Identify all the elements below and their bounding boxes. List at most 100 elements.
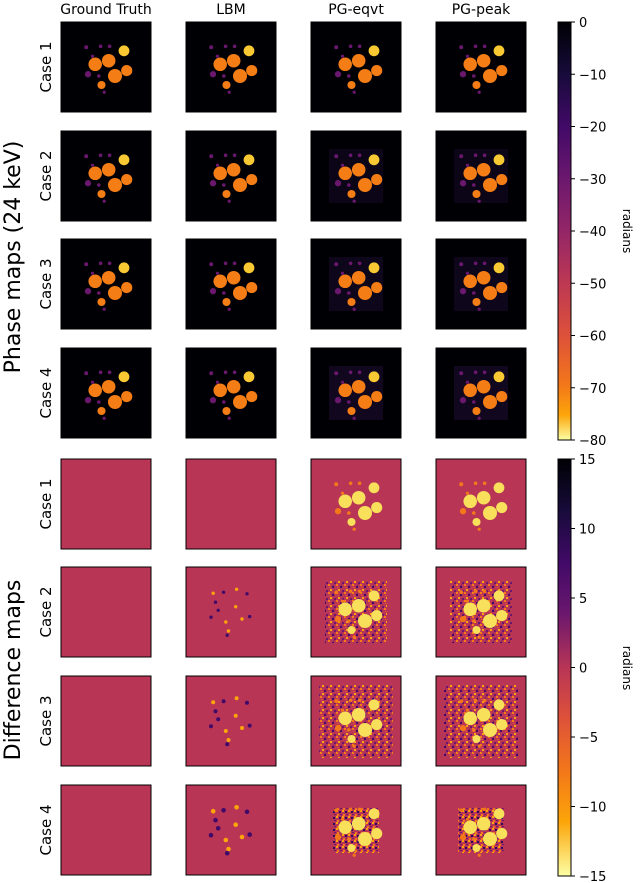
sphere-mark bbox=[102, 307, 106, 311]
sphere-mark bbox=[496, 282, 508, 294]
sphere-mark bbox=[213, 166, 227, 181]
phase-map-panel bbox=[310, 21, 402, 113]
artefact-mark bbox=[213, 817, 218, 823]
panel-frame bbox=[185, 347, 277, 439]
sphere-mark bbox=[338, 602, 352, 617]
sphere-mark bbox=[90, 54, 95, 58]
sphere-mark bbox=[459, 288, 467, 295]
sphere-mark bbox=[371, 65, 383, 77]
sphere-mark bbox=[246, 65, 258, 77]
sphere-mark bbox=[463, 383, 477, 398]
sphere-mark bbox=[482, 394, 498, 410]
colorbar-tick-label: 0 bbox=[579, 16, 587, 31]
artefact-mark bbox=[248, 614, 252, 619]
panel-frame bbox=[185, 458, 277, 550]
sphere-mark bbox=[459, 262, 464, 267]
sphere-mark bbox=[463, 57, 477, 72]
sphere-mark bbox=[357, 831, 373, 847]
sphere-mark bbox=[84, 45, 89, 50]
sphere-mark bbox=[473, 153, 478, 158]
sphere-mark bbox=[357, 481, 362, 486]
sphere-mark bbox=[476, 270, 491, 285]
sphere-mark bbox=[88, 274, 102, 289]
sphere-mark bbox=[465, 380, 470, 384]
sphere-mark bbox=[226, 270, 241, 285]
sphere-mark bbox=[102, 90, 106, 94]
colorbar-phase-label: radians bbox=[620, 209, 634, 253]
sphere-mark bbox=[90, 271, 95, 275]
sphere-mark bbox=[340, 380, 345, 384]
sphere-mark bbox=[107, 153, 112, 158]
sphere-mark bbox=[97, 291, 101, 295]
sphere-mark bbox=[459, 834, 467, 841]
sphere-mark bbox=[215, 54, 220, 58]
difference-map-panel bbox=[435, 566, 527, 658]
sphere-mark bbox=[334, 590, 339, 595]
sphere-mark bbox=[84, 180, 92, 187]
panel-frame bbox=[60, 458, 152, 550]
sphere-mark bbox=[338, 383, 352, 398]
artefact-mark bbox=[216, 608, 220, 612]
difference-map-panel bbox=[310, 784, 402, 876]
sphere-mark bbox=[223, 44, 228, 49]
sphere-mark bbox=[371, 610, 383, 622]
sphere-mark bbox=[347, 625, 356, 635]
sphere-mark bbox=[348, 481, 353, 486]
sphere-mark bbox=[368, 371, 380, 383]
sphere-mark bbox=[215, 271, 220, 275]
sphere-mark bbox=[101, 379, 116, 394]
panel-frame bbox=[185, 238, 277, 330]
panel-frame bbox=[185, 130, 277, 222]
sphere-mark bbox=[334, 699, 339, 704]
sphere-mark bbox=[334, 482, 339, 487]
sphere-mark bbox=[465, 599, 470, 603]
sphere-mark bbox=[357, 394, 373, 410]
sphere-mark bbox=[209, 45, 214, 50]
artefact-mark bbox=[221, 699, 226, 704]
sphere-mark bbox=[347, 183, 351, 187]
sphere-mark bbox=[357, 807, 362, 812]
sphere-mark bbox=[338, 494, 352, 509]
sphere-mark bbox=[472, 406, 481, 416]
sphere-mark bbox=[465, 708, 470, 712]
colorbar-phase-ticks: 0 −10 −20 −30 −40 −50 −60 −70 −80 bbox=[571, 16, 606, 449]
sphere-mark bbox=[107, 68, 123, 84]
sphere-mark bbox=[465, 491, 470, 495]
sphere-mark bbox=[476, 379, 491, 394]
phase-map-panel bbox=[185, 238, 277, 330]
sphere-mark bbox=[357, 722, 373, 738]
sphere-mark bbox=[357, 589, 362, 594]
sphere-mark bbox=[476, 598, 491, 613]
sphere-mark bbox=[357, 613, 373, 629]
sphere-mark bbox=[352, 527, 356, 531]
sphere-mark bbox=[213, 57, 227, 72]
artefact-mark bbox=[226, 738, 231, 742]
row-label: Case 1 bbox=[37, 41, 55, 92]
sphere-mark bbox=[357, 370, 362, 375]
sphere-mark bbox=[482, 285, 498, 301]
sphere-mark bbox=[334, 180, 342, 187]
panel-frame bbox=[60, 675, 152, 767]
sphere-mark bbox=[352, 307, 356, 311]
sphere-mark bbox=[97, 80, 106, 90]
sphere-mark bbox=[97, 74, 101, 78]
sphere-mark bbox=[459, 482, 464, 487]
phase-map-panel bbox=[185, 21, 277, 113]
sphere-mark bbox=[107, 370, 112, 375]
sphere-mark bbox=[232, 370, 237, 375]
sphere-mark bbox=[352, 744, 356, 748]
sphere-mark bbox=[465, 54, 470, 58]
sphere-mark bbox=[209, 71, 217, 78]
sphere-mark bbox=[482, 261, 487, 266]
sphere-mark bbox=[334, 834, 342, 841]
sphere-mark bbox=[118, 154, 130, 166]
sphere-mark bbox=[459, 725, 467, 732]
panel-frame bbox=[185, 566, 277, 658]
sphere-mark bbox=[352, 199, 356, 203]
sphere-mark bbox=[340, 271, 345, 275]
sphere-mark bbox=[222, 80, 231, 90]
phase-map-panel bbox=[185, 130, 277, 222]
sphere-mark bbox=[482, 505, 498, 521]
sphere-mark bbox=[459, 508, 467, 515]
sphere-mark bbox=[246, 174, 258, 186]
